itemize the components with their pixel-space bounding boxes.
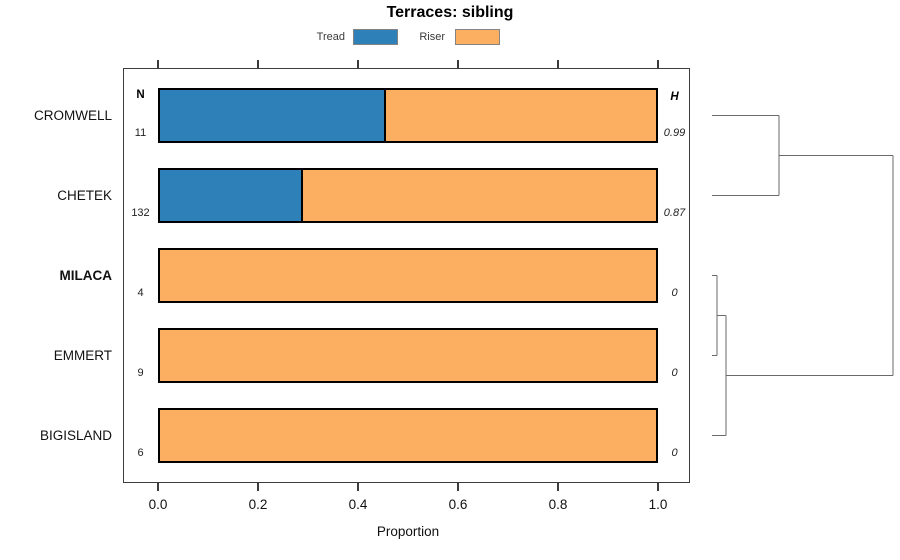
stacked-bar-milaca bbox=[158, 248, 658, 303]
n-value: 4 bbox=[137, 287, 144, 299]
x-tick-bottom bbox=[257, 483, 259, 491]
plot-area-border bbox=[123, 68, 690, 483]
dendrogram bbox=[712, 114, 894, 437]
h-value: 0.99 bbox=[663, 127, 686, 139]
x-tick-top bbox=[357, 60, 359, 68]
stacked-bar-cromwell bbox=[158, 88, 658, 143]
n-value: 6 bbox=[137, 447, 144, 459]
x-axis-title: Proportion bbox=[376, 524, 440, 539]
stacked-bar-emmert bbox=[158, 328, 658, 383]
x-tick-top bbox=[457, 60, 459, 68]
x-tick-label: 0.0 bbox=[148, 497, 168, 512]
n-value: 9 bbox=[137, 367, 144, 379]
x-tick-label: 0.6 bbox=[448, 497, 468, 512]
x-tick-bottom bbox=[557, 483, 559, 491]
x-tick-top bbox=[657, 60, 659, 68]
row-label-emmert: EMMERT bbox=[53, 347, 112, 363]
tread-segment bbox=[160, 90, 386, 141]
x-tick-bottom bbox=[657, 483, 659, 491]
legend-label-tread: Tread bbox=[316, 31, 345, 43]
tread-segment bbox=[160, 170, 303, 221]
x-tick-bottom bbox=[457, 483, 459, 491]
row-label-milaca: MILACA bbox=[59, 267, 113, 283]
h-value: 0 bbox=[671, 367, 678, 379]
h-column-header: H bbox=[670, 91, 679, 103]
h-value: 0.87 bbox=[663, 207, 686, 219]
stacked-bar-bigisland bbox=[158, 408, 658, 463]
x-tick-bottom bbox=[157, 483, 159, 491]
row-label-cromwell: CROMWELL bbox=[33, 107, 112, 123]
chart-title: Terraces: sibling bbox=[386, 4, 514, 21]
x-tick-label: 0.2 bbox=[248, 497, 268, 512]
x-tick-top bbox=[557, 60, 559, 68]
x-tick-label: 0.4 bbox=[348, 497, 368, 512]
h-value: 0 bbox=[671, 287, 678, 299]
legend-label-riser: Riser bbox=[419, 31, 445, 43]
legend-swatch-riser bbox=[455, 29, 500, 45]
row-label-chetek: CHETEK bbox=[57, 187, 112, 203]
n-column-header: N bbox=[136, 89, 145, 101]
x-tick-label: 1.0 bbox=[648, 497, 668, 512]
x-tick-top bbox=[257, 60, 259, 68]
n-value: 132 bbox=[131, 207, 150, 219]
x-tick-bottom bbox=[357, 483, 359, 491]
h-value: 0 bbox=[671, 447, 678, 459]
x-tick-top bbox=[157, 60, 159, 68]
legend-swatch-tread bbox=[353, 29, 398, 45]
row-label-bigisland: BIGISLAND bbox=[39, 427, 112, 443]
x-tick-label: 0.8 bbox=[548, 497, 568, 512]
stacked-bar-chetek bbox=[158, 168, 658, 223]
n-value: 11 bbox=[134, 127, 147, 139]
